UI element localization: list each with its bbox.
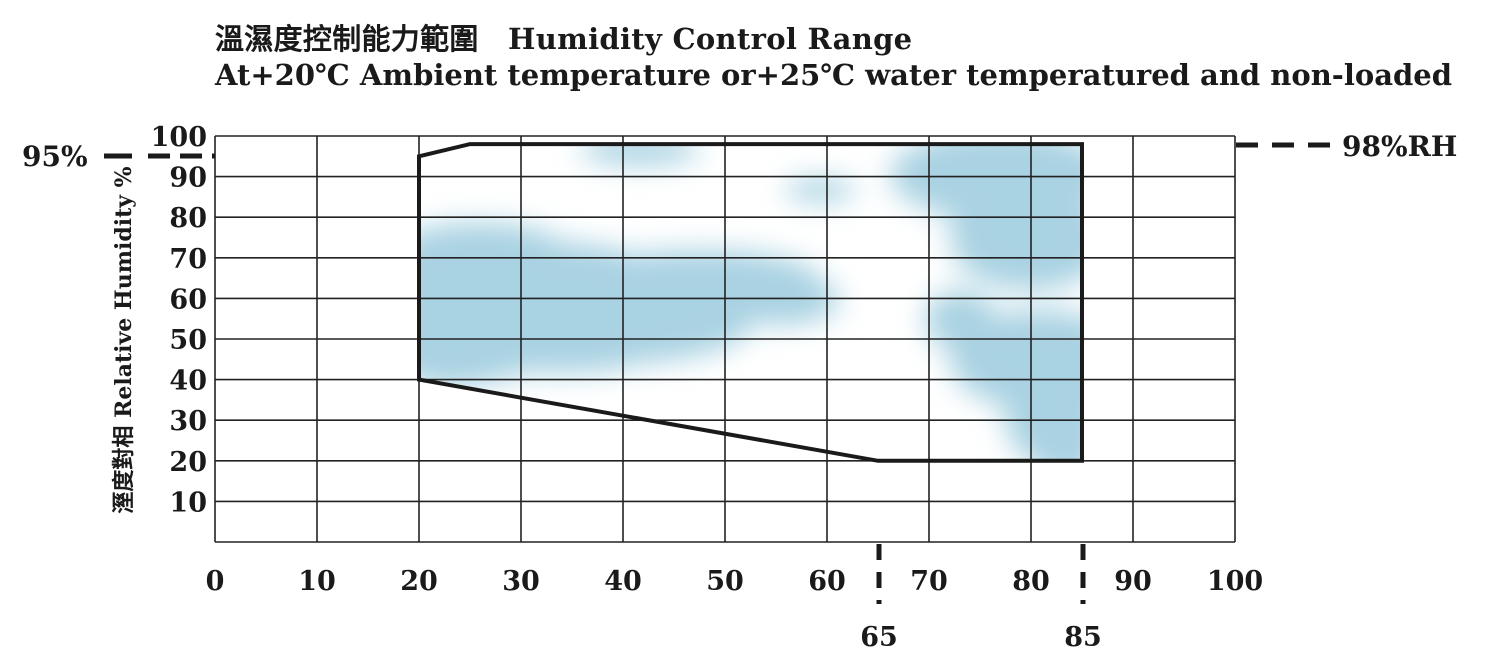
chart-subtitle: At+20℃ Ambient temperature or+25℃ water … bbox=[215, 58, 1452, 92]
y-tick-label: 60 bbox=[169, 284, 207, 315]
marker-65-label: 65 bbox=[860, 622, 898, 653]
y-tick-label: 50 bbox=[169, 325, 207, 356]
x-tick-label: 10 bbox=[298, 566, 336, 597]
y-tick-label: 90 bbox=[169, 163, 207, 194]
x-tick-label: 0 bbox=[206, 566, 225, 597]
range-markers: 95% 98%RH 65 85 bbox=[22, 130, 1457, 653]
y-tick-label: 20 bbox=[169, 447, 207, 478]
y-tick-label: 100 bbox=[151, 122, 207, 153]
x-tick-label: 90 bbox=[1114, 566, 1152, 597]
x-tick-label: 50 bbox=[706, 566, 744, 597]
y-axis-label: 溼度對相 Relative Humidity % bbox=[111, 166, 137, 513]
control-region-outline bbox=[417, 142, 1084, 463]
x-tick-label: 60 bbox=[808, 566, 846, 597]
x-tick-label: 40 bbox=[604, 566, 642, 597]
y-tick-label: 70 bbox=[169, 244, 207, 275]
x-tick-label: 100 bbox=[1207, 566, 1263, 597]
marker-85-label: 85 bbox=[1064, 622, 1102, 653]
x-tick-label: 70 bbox=[910, 566, 948, 597]
x-tick-label: 20 bbox=[400, 566, 438, 597]
x-tick-label: 80 bbox=[1012, 566, 1050, 597]
grid bbox=[214, 135, 1236, 543]
y-tick-label: 30 bbox=[169, 406, 207, 437]
marker-98-label: 98%RH bbox=[1342, 130, 1457, 163]
marker-95-label: 95% bbox=[22, 140, 88, 173]
y-tick-label: 80 bbox=[169, 203, 207, 234]
y-tick-label: 10 bbox=[169, 487, 207, 518]
axis-ticks: 0 10 20 30 40 50 60 70 80 90 100 10 20 30 40 50 60 70 80 90… bbox=[151, 122, 1264, 597]
x-tick-label: 30 bbox=[502, 566, 540, 597]
chart-title: 溫濕度控制能力範圍 Humidity Control Range bbox=[215, 22, 913, 56]
y-tick-label: 40 bbox=[169, 366, 207, 397]
region-shading bbox=[419, 144, 1082, 461]
